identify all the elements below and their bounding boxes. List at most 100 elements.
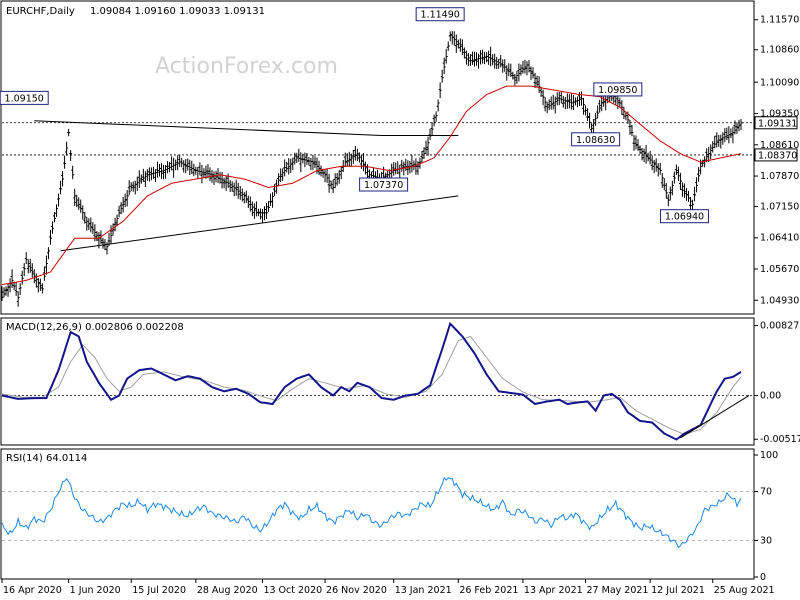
- price-bar: [52, 212, 56, 223]
- support-price-box-label: 1.08370: [758, 150, 797, 161]
- price-bar: [166, 161, 170, 174]
- price-bar: [119, 202, 123, 215]
- price-bar: [363, 161, 367, 175]
- price-bar: [50, 221, 54, 234]
- price-bar: [636, 139, 640, 151]
- x-tick-label: 25 Aug 2021: [714, 585, 775, 596]
- price-bar: [452, 31, 456, 46]
- rsi-title: RSI(14) 64.0114: [6, 453, 87, 464]
- price-bar: [240, 188, 244, 202]
- price-bar: [355, 148, 359, 161]
- price-bar: [55, 204, 59, 217]
- price-bar: [602, 95, 606, 107]
- price-bar: [61, 171, 65, 187]
- price-bar: [719, 134, 723, 149]
- price-bar: [244, 190, 248, 203]
- price-bar: [416, 161, 420, 175]
- price-bar: [2, 287, 6, 298]
- macd-trendline: [680, 395, 750, 439]
- price-annotation-label: 1.11490: [421, 10, 460, 21]
- price-bar: [442, 57, 446, 75]
- price-bar: [559, 91, 563, 104]
- price-bar: [287, 158, 291, 175]
- price-bar: [551, 94, 555, 110]
- price-bar: [329, 180, 333, 189]
- price-bar: [162, 164, 166, 180]
- price-bar: [519, 64, 523, 76]
- price-bar: [258, 208, 262, 220]
- price-bar: [153, 169, 157, 182]
- price-bar: [584, 105, 588, 116]
- macd-title: MACD(12,26,9) 0.002806 0.002208: [6, 322, 184, 333]
- price-bar: [305, 152, 309, 165]
- price-y-tick-label: 1.08610: [760, 140, 799, 151]
- lower-trendline: [60, 195, 459, 252]
- price-bar: [216, 168, 220, 184]
- price-bar: [545, 101, 549, 114]
- price-bar: [430, 122, 434, 137]
- price-bar: [32, 269, 36, 284]
- price-bar: [214, 170, 218, 183]
- price-bar: [466, 53, 470, 67]
- price-bar: [24, 252, 28, 265]
- price-bar: [188, 159, 192, 176]
- price-bar: [537, 76, 541, 94]
- price-bar: [0, 286, 4, 301]
- price-annotations: 1.09150 1.11490 1.07370 1.09850 1.08630 1.069…: [0, 7, 709, 224]
- price-bar: [89, 217, 93, 233]
- price-bar: [735, 122, 739, 135]
- price-bar: [38, 278, 42, 291]
- price-y-tick-label: 1.10090: [760, 77, 799, 88]
- price-bar: [705, 148, 709, 163]
- last-price-box-label: 1.09131: [758, 118, 797, 129]
- price-bar: [317, 160, 321, 175]
- price-bar: [670, 180, 674, 196]
- price-bar: [701, 159, 705, 167]
- price-bar: [265, 202, 269, 219]
- price-annotation: 1.11490: [415, 7, 465, 22]
- price-bar: [592, 118, 596, 133]
- price-bar: [295, 152, 299, 163]
- price-bar: [222, 177, 226, 189]
- price-bar: [311, 154, 315, 171]
- price-bars: [0, 31, 743, 307]
- price-bar: [204, 165, 208, 179]
- price-bar: [101, 237, 105, 249]
- price-bar: [414, 158, 418, 175]
- price-annotation: 1.09850: [593, 82, 643, 97]
- x-tick-label: 28 Aug 2020: [197, 585, 258, 596]
- price-bar: [598, 99, 602, 113]
- price-bar: [157, 164, 161, 177]
- price-bar: [652, 159, 656, 174]
- rsi-layer: 100 70 30 0: [1, 450, 778, 583]
- price-bar: [721, 132, 725, 145]
- price-panel: [0, 0, 755, 315]
- price-bar: [575, 96, 579, 108]
- price-bar: [30, 263, 34, 278]
- price-annotation-label: 1.06940: [665, 212, 704, 223]
- price-bar: [541, 89, 545, 106]
- price-bar: [125, 190, 129, 207]
- price-y-tick-label: 1.09350: [760, 109, 799, 120]
- x-tick-label: 15 Jul 2020: [132, 585, 186, 596]
- price-bar: [543, 97, 547, 112]
- price-y-axis: 1.11570 1.10860 1.10090 1.09350 1.08610 1.078…: [754, 15, 799, 306]
- price-bar: [662, 178, 666, 191]
- price-bar: [725, 127, 729, 141]
- price-bar: [438, 82, 442, 99]
- price-bar: [454, 34, 458, 53]
- price-bar: [523, 59, 527, 74]
- price-bar: [111, 223, 115, 236]
- price-bar: [493, 53, 497, 69]
- price-y-tick-label: 1.10860: [760, 45, 799, 56]
- price-bar: [192, 163, 196, 177]
- moving-average-line: [1, 85, 742, 286]
- price-bar: [208, 167, 212, 182]
- price-bar: [660, 173, 664, 188]
- price-bar: [20, 270, 24, 285]
- price-bar: [485, 52, 489, 63]
- price-bar: [281, 168, 285, 181]
- price-bar: [507, 63, 511, 77]
- price-bar: [26, 259, 30, 274]
